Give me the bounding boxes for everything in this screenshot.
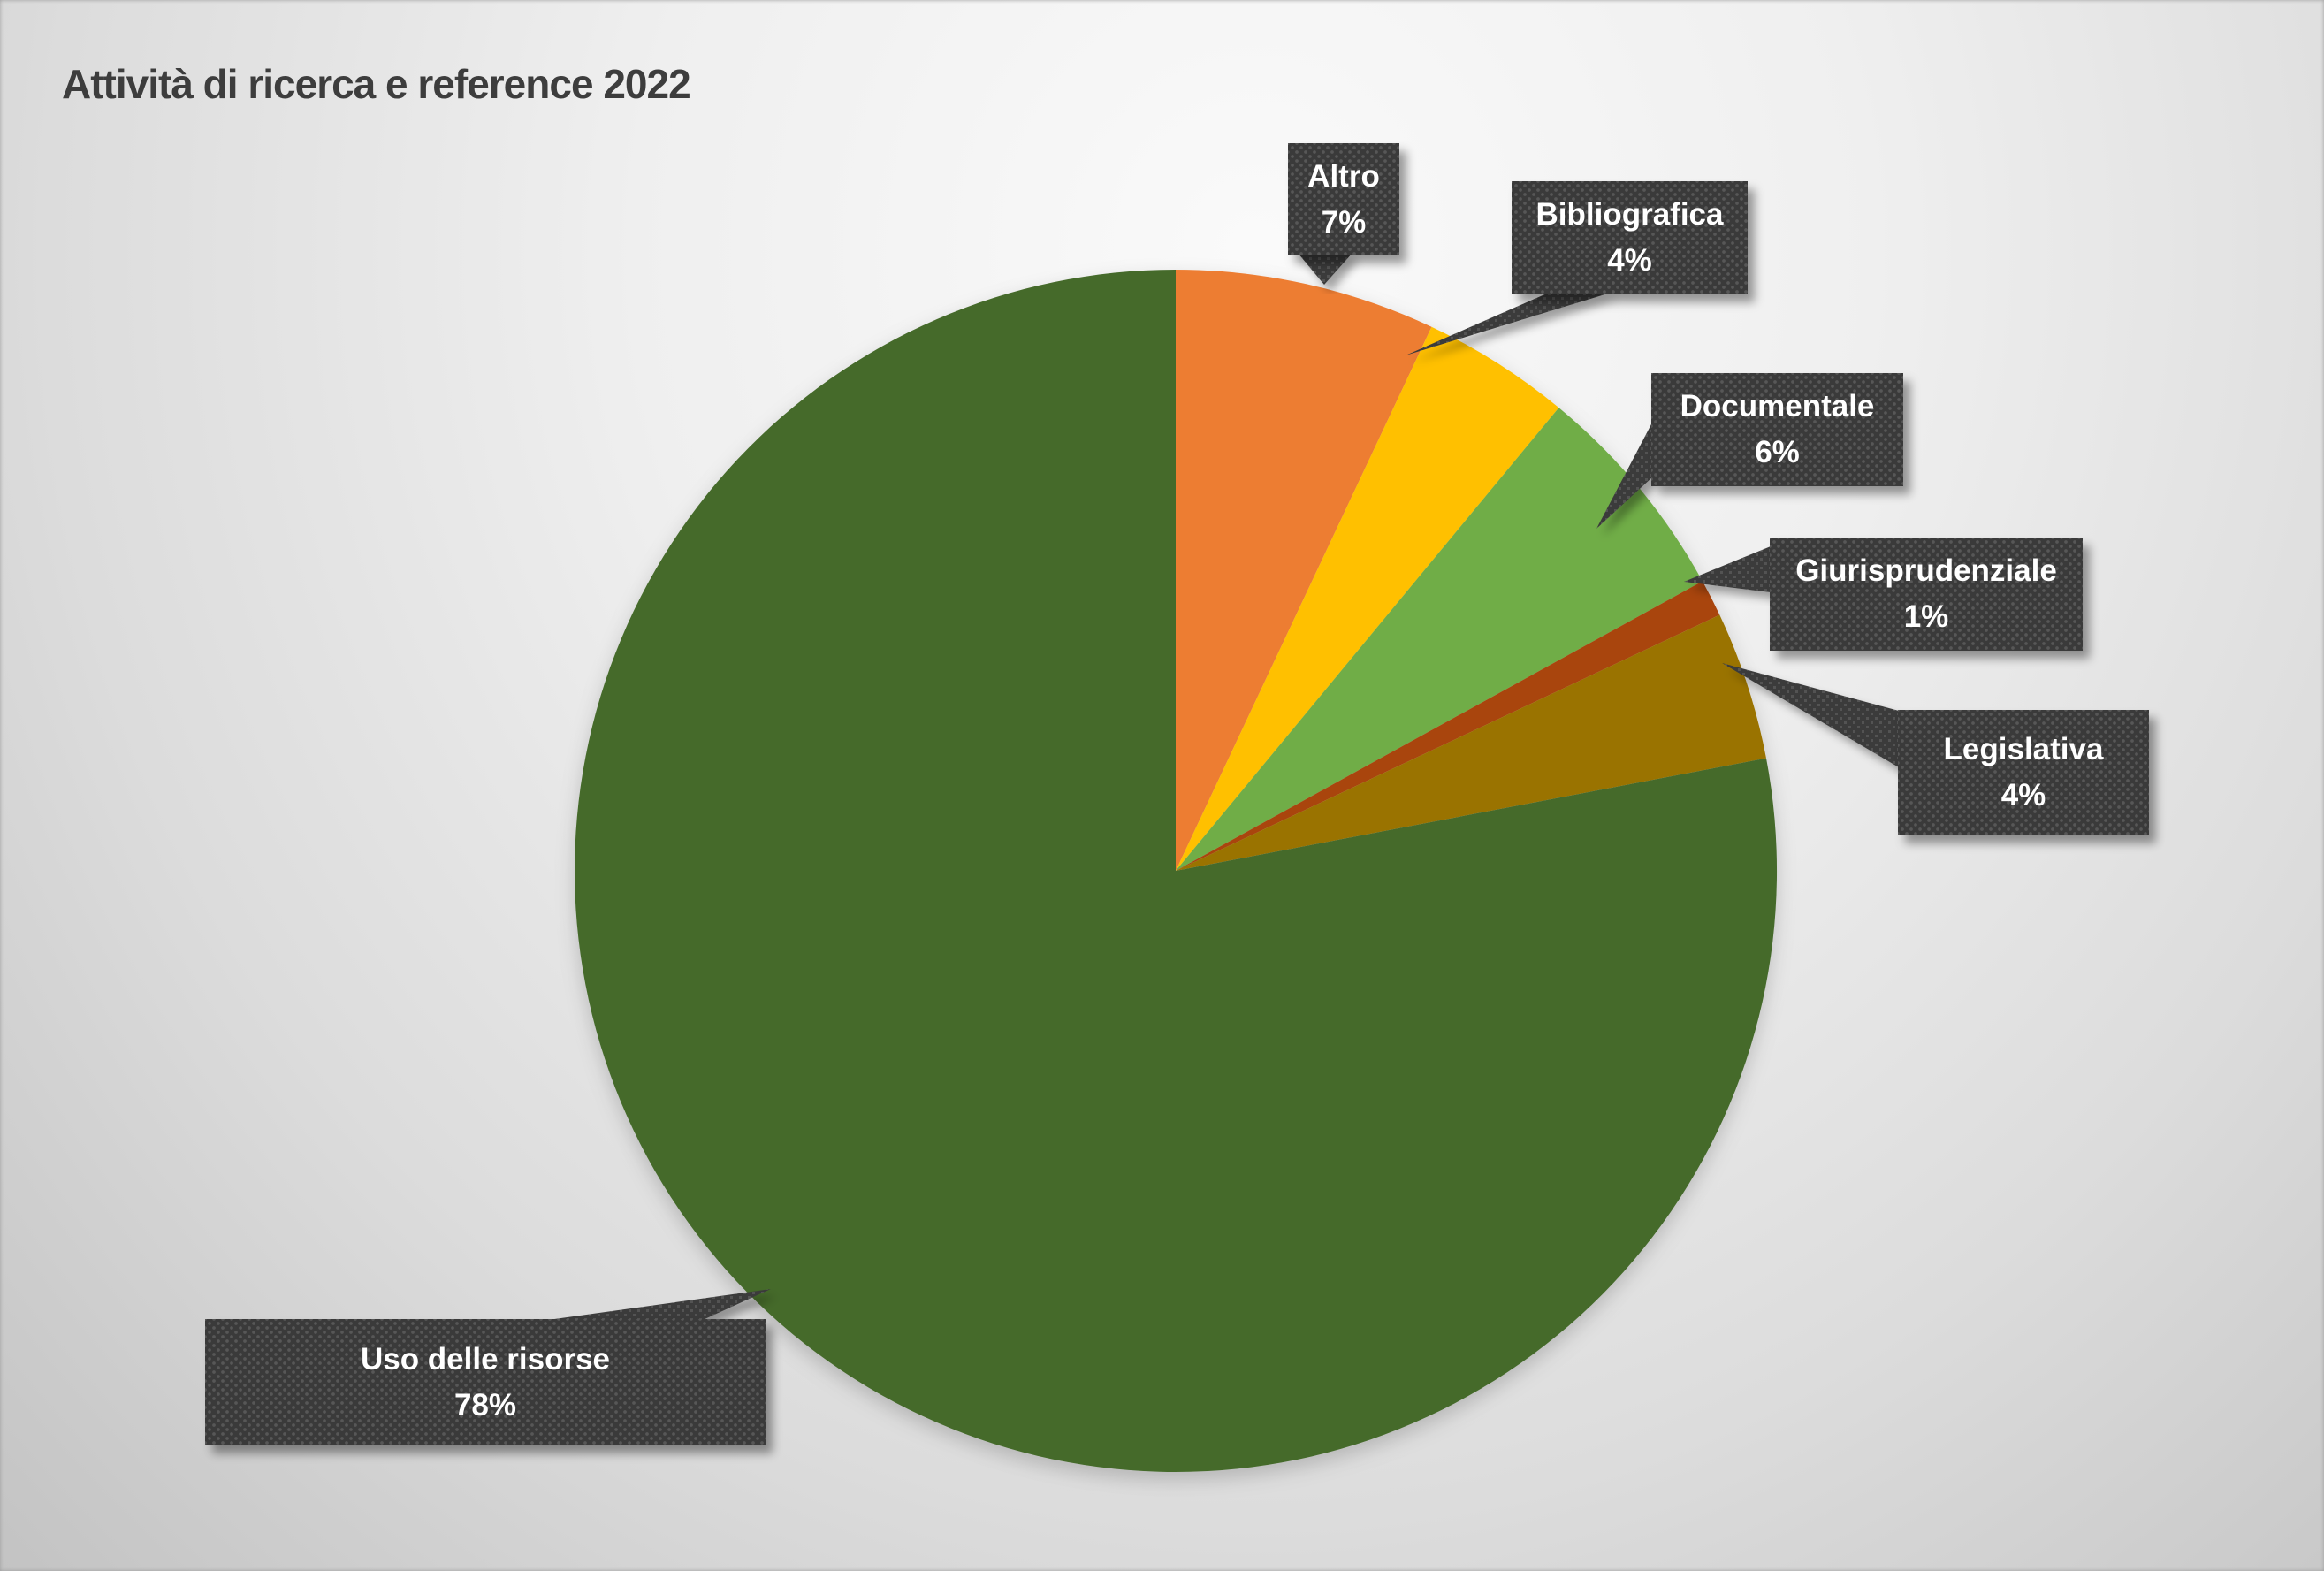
- callout-pointer-documentale: [1596, 423, 1652, 529]
- callout-pointer-bibliografica: [1406, 293, 1611, 355]
- callout-pointer-legislativa: [1722, 663, 1899, 767]
- callout-label: Bibliografica: [1535, 197, 1724, 233]
- pie-slices: [575, 270, 1778, 1472]
- pie-slice-legislativa: [1176, 614, 1766, 871]
- callout-giurisprudenziale: Giurisprudenziale 1%: [1770, 538, 2083, 651]
- chart-title: Attività di ricerca e reference 2022: [62, 61, 691, 107]
- callout-uso-delle-risorse: Uso delle risorse 78%: [205, 1319, 766, 1445]
- callout-documentale: Documentale 6%: [1651, 373, 1903, 486]
- pie-slice-giurisprudenziale: [1176, 581, 1720, 871]
- callout-label: Giurisprudenziale: [1795, 553, 2057, 589]
- callout-pointers: [548, 253, 1899, 1320]
- callout-value: 1%: [1903, 599, 1949, 634]
- callout-pointer-giurisprudenziale: [1684, 546, 1771, 592]
- callout-label: Uso delle risorse: [360, 1341, 611, 1377]
- callout-pointer-uso-delle-risorse: [548, 1289, 771, 1320]
- callout-label: Altro: [1307, 158, 1380, 194]
- pie-slice-altro: [1176, 270, 1432, 871]
- callout-value: 4%: [1607, 243, 1652, 278]
- pie-slice-documentale: [1176, 408, 1703, 872]
- callout-label: Documentale: [1680, 389, 1875, 424]
- callout-bibliografica: Bibliografica 4%: [1512, 181, 1748, 294]
- callout-value: 78%: [453, 1387, 517, 1422]
- pie-slice-uso-delle-risorse: [575, 270, 1778, 1472]
- callout-pointer-altro: [1298, 253, 1352, 285]
- callout-altro: Altro 7%: [1288, 143, 1399, 255]
- callout-value: 4%: [2000, 778, 2046, 812]
- pie-slice-bibliografica: [1176, 326, 1559, 871]
- callout-legislativa: Legislativa 4%: [1898, 710, 2149, 835]
- callout-value: 7%: [1321, 204, 1367, 240]
- callout-value: 6%: [1755, 435, 1800, 469]
- callout-label: Legislativa: [1943, 732, 2104, 767]
